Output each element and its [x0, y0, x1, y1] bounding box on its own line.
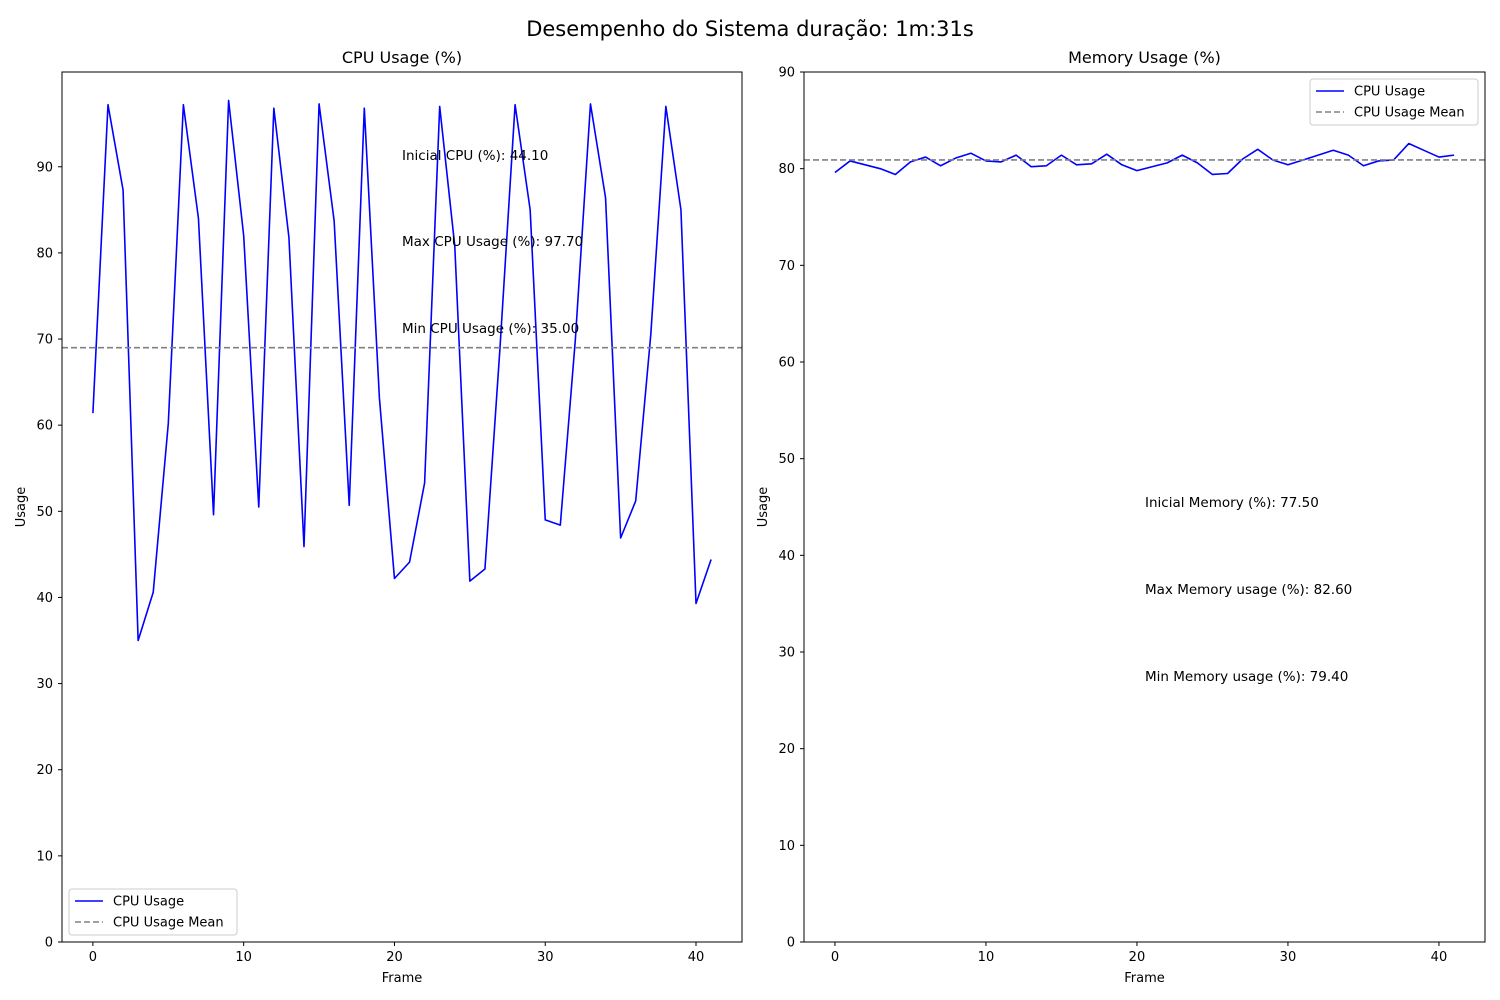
- y-tick-label: 10: [36, 849, 53, 864]
- annotation-text: Inicial CPU (%): 44.10: [402, 148, 548, 164]
- x-tick-label: 0: [89, 950, 97, 965]
- series-line-cpu-usage: [92, 99, 712, 642]
- y-tick-label: 70: [778, 259, 795, 274]
- y-tick-label: 30: [778, 646, 795, 661]
- legend-box: [68, 888, 238, 936]
- y-axis-label: Usage: [756, 487, 771, 528]
- annotation-text: Min CPU Usage (%): 35.00: [402, 321, 579, 337]
- legend-box: [1309, 78, 1479, 126]
- x-tick-label: 20: [386, 950, 403, 965]
- x-tick-label: 0: [831, 950, 839, 965]
- cpu-usage-chart: CPU Usage (%) 0 10 20 30 40 0 10 20 30 40 50 60 70 80 9…: [14, 48, 743, 986]
- legend-label: CPU Usage Mean: [113, 916, 224, 931]
- legend-label: CPU Usage Mean: [1354, 106, 1465, 121]
- y-tick-label: 50: [36, 505, 53, 520]
- y-tick-label: 80: [36, 246, 53, 261]
- y-tick-label: 0: [787, 936, 795, 951]
- y-axis-label: Usage: [14, 487, 29, 528]
- x-tick-label: 10: [978, 950, 995, 965]
- x-tick-label: 10: [235, 950, 252, 965]
- x-tick-label: 40: [688, 950, 705, 965]
- annotation-text: Max CPU Usage (%): 97.70: [402, 234, 583, 250]
- y-tick-label: 60: [36, 419, 53, 434]
- y-tick-label: 70: [36, 333, 53, 348]
- y-tick-label: 20: [36, 763, 53, 778]
- y-tick-label: 60: [778, 356, 795, 371]
- x-axis-label: Frame: [382, 971, 423, 986]
- x-tick-label: 20: [1129, 950, 1146, 965]
- y-tick-label: 80: [778, 162, 795, 177]
- annotation-text: Inicial Memory (%): 77.50: [1145, 495, 1319, 511]
- y-tick-label: 90: [36, 160, 53, 175]
- y-tick-label: 40: [778, 549, 795, 564]
- figure-title: Desempenho do Sistema duração: 1m:31s: [526, 17, 974, 41]
- x-axis-label: Frame: [1124, 971, 1165, 986]
- y-tick-label: 90: [778, 66, 795, 81]
- annotation-text: Max Memory usage (%): 82.60: [1145, 582, 1352, 598]
- memory-usage-chart: Memory Usage (%) 0 10 20 30 40 0 10 20 30 40 50 60 70…: [756, 48, 1486, 986]
- x-tick-label: 30: [1280, 950, 1297, 965]
- legend-label: CPU Usage: [1354, 85, 1425, 100]
- chart-title: Memory Usage (%): [1068, 48, 1221, 67]
- y-tick-label: 40: [36, 591, 53, 606]
- x-tick-label: 40: [1431, 950, 1448, 965]
- y-tick-label: 20: [778, 742, 795, 757]
- y-tick-label: 30: [36, 677, 53, 692]
- y-tick-label: 10: [778, 839, 795, 854]
- legend-label: CPU Usage: [113, 895, 184, 910]
- legend: CPU Usage CPU Usage Mean: [68, 888, 238, 936]
- chart-title: CPU Usage (%): [342, 48, 462, 67]
- y-tick-label: 0: [45, 936, 53, 951]
- y-tick-label: 50: [778, 452, 795, 467]
- legend: CPU Usage CPU Usage Mean: [1309, 78, 1479, 126]
- x-tick-label: 30: [537, 950, 554, 965]
- annotation-text: Min Memory usage (%): 79.40: [1145, 669, 1348, 685]
- plot-frame: [803, 71, 1486, 943]
- series-line-cpu-usage: [834, 142, 1455, 176]
- plot-frame: [61, 71, 743, 943]
